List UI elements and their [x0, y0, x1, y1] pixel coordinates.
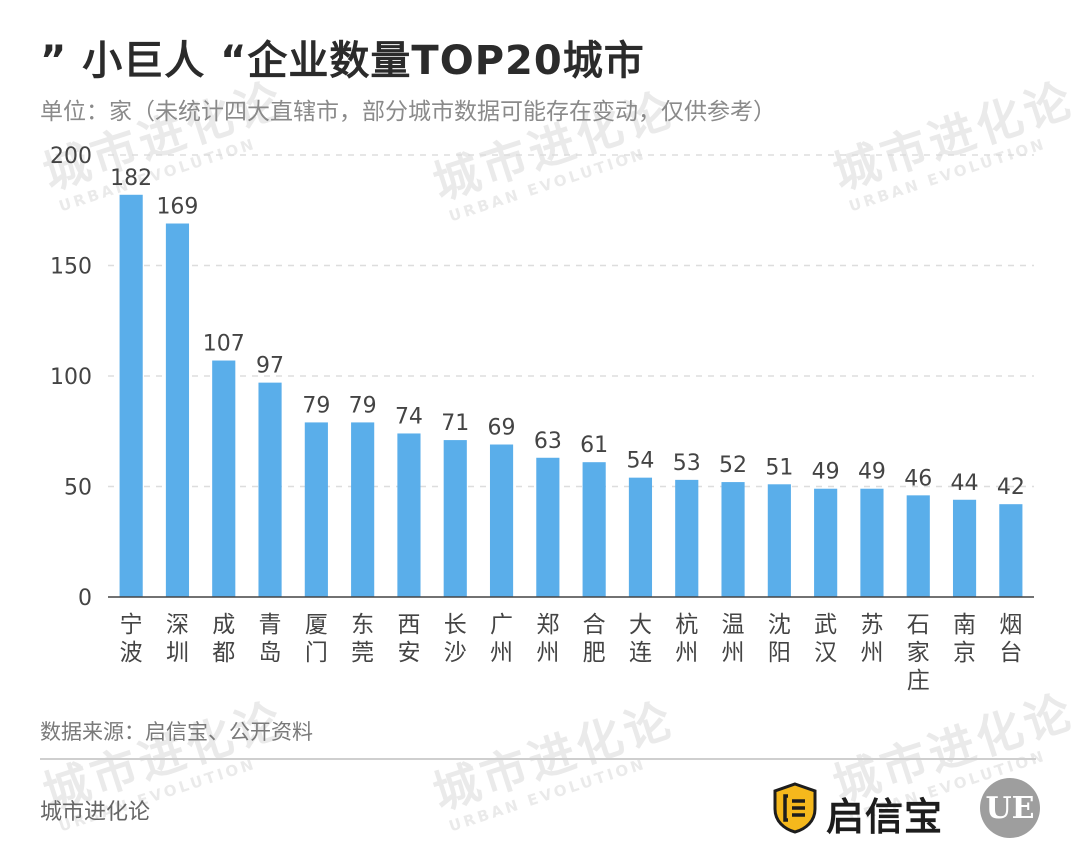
bar	[721, 482, 745, 597]
data-label: 63	[534, 429, 562, 454]
x-category-label: 武汉	[814, 612, 837, 666]
bar	[628, 477, 653, 597]
chart-title: ” 小巨人 “企业数量TOP20城市	[40, 38, 645, 84]
bar	[443, 440, 467, 597]
bar	[351, 422, 375, 597]
x-category-label: 东莞	[351, 612, 374, 666]
bar	[814, 488, 838, 597]
x-category-label: 苏州	[860, 612, 883, 666]
data-label: 107	[203, 332, 245, 357]
data-source: 数据来源：启信宝、公开资料	[40, 720, 313, 744]
x-category-label: 温州	[722, 612, 745, 666]
y-tick-label: 100	[50, 365, 92, 390]
x-category-label: 厦门	[305, 612, 328, 666]
bar	[258, 382, 282, 597]
footer-divider	[40, 758, 1036, 760]
x-category-label: 杭州	[675, 612, 698, 666]
bar	[767, 484, 791, 597]
bar	[304, 422, 328, 597]
x-category-label: 广州	[490, 612, 513, 666]
y-axis-ticks: 0 50 100 150 200	[50, 144, 92, 611]
y-tick-label: 150	[50, 255, 92, 280]
data-label: 53	[673, 451, 701, 476]
bar	[582, 462, 606, 597]
x-category-label: 深圳	[166, 612, 189, 666]
bar	[397, 433, 421, 597]
data-label: 54	[626, 449, 654, 474]
data-label: 44	[951, 471, 979, 496]
data-label: 49	[812, 460, 840, 485]
bar	[860, 488, 884, 597]
bar	[212, 360, 236, 597]
x-category-label: 青岛	[259, 612, 282, 666]
bar	[952, 499, 977, 597]
chart-subtitle: 单位：家（未统计四大直辖市，部分城市数据可能存在变动，仅供参考）	[40, 99, 776, 125]
y-tick-label: 50	[64, 476, 92, 501]
x-category-label: 沈阳	[768, 612, 791, 666]
x-category-label: 石家庄	[907, 612, 930, 694]
data-label: 49	[858, 460, 886, 485]
ue-logo: UE	[980, 778, 1040, 838]
data-label: 169	[156, 195, 198, 220]
bars	[119, 194, 1023, 597]
data-label: 79	[302, 393, 330, 418]
grid-lines	[108, 154, 1034, 488]
y-tick-label: 0	[78, 586, 92, 611]
x-category-label: 宁波	[120, 612, 143, 666]
data-label: 46	[904, 466, 932, 491]
data-label: 52	[719, 453, 747, 478]
bar	[675, 479, 699, 597]
x-category-label: 合肥	[583, 612, 606, 666]
data-label: 74	[395, 404, 423, 429]
bar	[906, 495, 930, 597]
x-category-label: 烟台	[999, 612, 1022, 666]
brand-name: 城市进化论	[40, 800, 151, 825]
partner-name: 启信宝	[826, 795, 944, 839]
bar	[119, 194, 143, 597]
x-category-label: 大连	[629, 612, 652, 666]
shield-bracket-icon	[773, 782, 817, 834]
data-label: 69	[488, 416, 516, 441]
data-label: 79	[349, 393, 377, 418]
x-category-label: 西安	[397, 612, 420, 666]
x-category-label: 南京	[953, 612, 976, 666]
y-tick-label: 200	[50, 144, 92, 169]
bar	[489, 444, 514, 597]
data-label: 61	[580, 433, 608, 458]
data-label: 51	[765, 455, 793, 480]
bar	[536, 457, 560, 597]
x-category-label: 成都	[212, 612, 235, 666]
data-label: 42	[997, 475, 1025, 500]
data-label: 182	[110, 166, 152, 191]
bar	[165, 223, 190, 597]
bar	[999, 504, 1023, 597]
x-category-label: 长沙	[444, 612, 467, 666]
data-label: 97	[256, 354, 284, 379]
data-label: 71	[441, 411, 469, 436]
x-category-label: 郑州	[536, 612, 559, 666]
